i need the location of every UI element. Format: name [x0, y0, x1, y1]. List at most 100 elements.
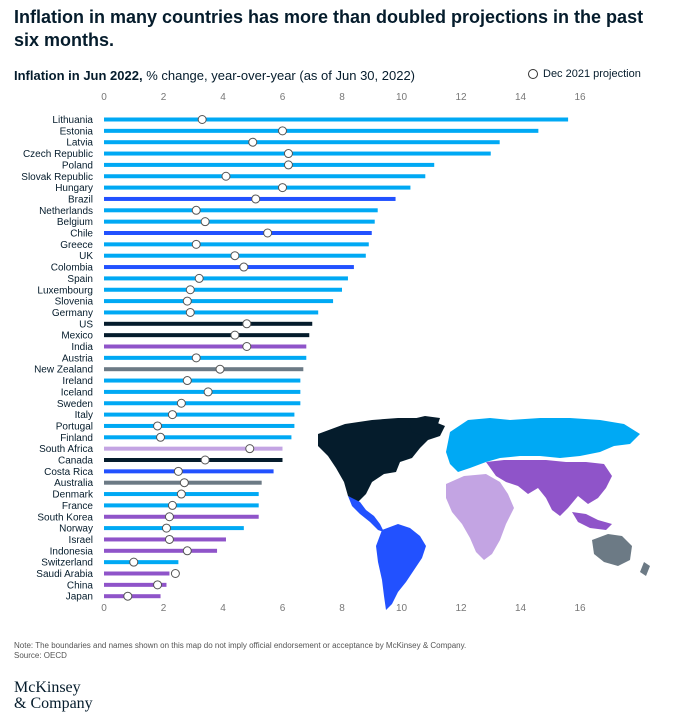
- projection-marker: [185, 285, 195, 295]
- projection-marker: [161, 523, 171, 533]
- bar: [104, 128, 539, 133]
- bar: [104, 389, 301, 394]
- projection-marker: [194, 273, 204, 283]
- bar: [104, 140, 500, 145]
- x-tick-label-top: 14: [515, 92, 527, 103]
- projection-marker: [191, 353, 201, 363]
- bar: [104, 219, 375, 224]
- x-tick-label-top: 10: [396, 92, 408, 103]
- category-label: Saudi Arabia: [36, 569, 93, 580]
- bar: [104, 344, 307, 349]
- map-africa: [446, 474, 514, 560]
- footnote: Note: The boundaries and names shown on …: [14, 641, 466, 661]
- bar: [104, 196, 396, 201]
- category-label: Japan: [66, 592, 93, 603]
- category-label: Slovak Republic: [21, 172, 93, 183]
- bar: [104, 469, 274, 474]
- category-label: Hungary: [55, 183, 93, 194]
- projection-marker: [203, 387, 213, 397]
- bar: [104, 287, 342, 292]
- chart-subtitle: Inflation in Jun 2022, % change, year-ov…: [14, 68, 415, 83]
- category-label: Ireland: [62, 376, 93, 387]
- projection-marker: [245, 444, 255, 454]
- bar: [104, 582, 167, 587]
- map-south-america: [376, 524, 426, 610]
- projection-marker-icon: [528, 69, 538, 79]
- projection-marker: [263, 228, 273, 238]
- projection-marker: [230, 251, 240, 261]
- map-europe-russia: [446, 418, 640, 472]
- projection-marker: [239, 262, 249, 272]
- category-label: Brazil: [68, 194, 93, 205]
- bar: [104, 378, 301, 383]
- projection-marker: [191, 205, 201, 215]
- legend: Dec 2021 projection: [528, 68, 641, 80]
- projection-marker: [167, 500, 177, 510]
- category-label: UK: [79, 251, 93, 262]
- bar: [104, 367, 304, 372]
- category-label: Sweden: [57, 399, 93, 410]
- x-tick-label-bottom: 8: [339, 603, 345, 614]
- category-label: Italy: [75, 410, 93, 421]
- projection-marker: [200, 217, 210, 227]
- projection-marker: [164, 534, 174, 544]
- category-label: Czech Republic: [23, 149, 93, 160]
- category-label: Norway: [59, 524, 93, 535]
- brand-line-2: & Company: [14, 695, 93, 712]
- bar: [104, 162, 435, 167]
- projection-marker: [242, 319, 252, 329]
- category-label: Netherlands: [39, 206, 93, 217]
- bar: [104, 208, 378, 213]
- map-new-zealand: [640, 562, 650, 576]
- category-label: Portugal: [56, 421, 93, 432]
- inflation-bar-chart: 0 0 2 2 4 4 6 6 8 8 10 10 12 12 14 14 16 16 LithuaniaEsto…: [21, 92, 650, 614]
- category-label: Chile: [70, 229, 93, 240]
- category-label: Australia: [54, 478, 93, 489]
- projection-marker: [176, 489, 186, 499]
- bar: [104, 310, 319, 315]
- bar: [104, 503, 259, 508]
- category-label: France: [62, 501, 94, 512]
- category-label: US: [79, 319, 93, 330]
- x-tick-label-bottom: 2: [161, 603, 167, 614]
- category-label: Canada: [58, 456, 93, 467]
- x-tick-label-top: 2: [161, 92, 167, 103]
- projection-marker: [182, 376, 192, 386]
- category-label: Luxembourg: [37, 285, 93, 296]
- bar: [104, 458, 283, 462]
- bar: [104, 446, 283, 451]
- bar: [104, 265, 354, 270]
- map-central-america: [348, 496, 384, 532]
- category-label: Finland: [60, 433, 93, 444]
- category-label: Switzerland: [41, 558, 93, 569]
- x-tick-label-top: 8: [339, 92, 345, 103]
- map-asia: [486, 460, 612, 516]
- projection-marker: [156, 432, 166, 442]
- projection-marker: [278, 183, 287, 193]
- projection-marker: [230, 330, 240, 340]
- category-label: Mexico: [61, 331, 93, 342]
- category-label: South Korea: [37, 512, 93, 523]
- projection-marker: [182, 546, 192, 556]
- bar: [104, 355, 307, 360]
- projection-marker: [123, 591, 133, 601]
- category-label: Estonia: [60, 126, 94, 137]
- category-label: Denmark: [52, 490, 94, 501]
- bar: [104, 401, 301, 406]
- x-tick-label-bottom: 12: [455, 603, 467, 614]
- category-label: Latvia: [66, 138, 93, 149]
- x-tick-label-top: 0: [101, 92, 107, 103]
- bar: [104, 231, 372, 235]
- projection-marker: [129, 557, 139, 567]
- projection-marker: [251, 194, 261, 204]
- brand-line-1: McKinsey: [14, 679, 81, 696]
- x-tick-label-bottom: 0: [101, 603, 107, 614]
- bar: [104, 299, 334, 304]
- projection-marker: [170, 569, 180, 578]
- category-label: Indonesia: [50, 546, 94, 557]
- bar: [104, 548, 218, 553]
- category-label: Costa Rica: [44, 467, 93, 478]
- bar: [104, 151, 491, 156]
- bar: [104, 560, 179, 565]
- category-label: New Zealand: [34, 365, 93, 376]
